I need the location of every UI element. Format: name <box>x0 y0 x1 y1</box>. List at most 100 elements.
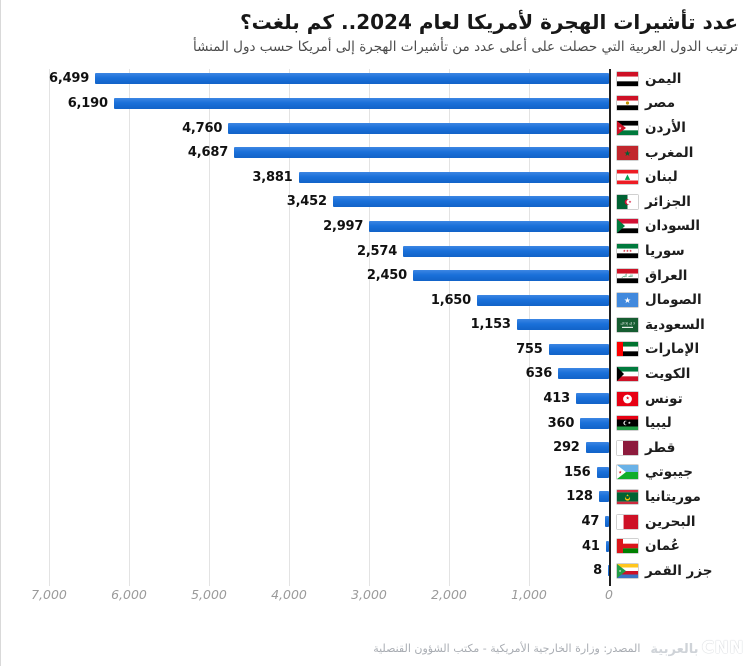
bar-cell: 8 <box>49 563 609 578</box>
country-cell: قطر <box>609 440 750 456</box>
country-cell: ▲ لبنان <box>609 169 750 185</box>
value-label: 47 <box>581 514 600 530</box>
country-label: البحرين <box>645 513 696 530</box>
country-label: ليبيا <box>645 415 672 432</box>
value-label: 4,760 <box>182 120 223 136</box>
svg-text:★: ★ <box>619 569 622 573</box>
chart-row: 3,881 ▲ لبنان <box>49 165 750 190</box>
chart-row: 6,190 مصر <box>49 91 750 116</box>
svg-text:▲: ▲ <box>625 173 631 181</box>
country-label: السعودية <box>645 316 705 333</box>
country-label: الصومال <box>645 292 702 309</box>
chart-row: 4,760 ★ الأردن <box>49 116 750 141</box>
country-cell: لا إله إلا الله السعودية <box>609 317 750 333</box>
bar-cell: 128 <box>49 489 609 504</box>
chart-row: 1,650 ★ الصومال <box>49 288 750 313</box>
value-label: 128 <box>566 489 593 505</box>
chart-row: 1,153 لا إله إلا الله السعودية <box>49 312 750 337</box>
grid-line <box>369 68 370 586</box>
page-subtitle: ترتيب الدول العربية التي حصلت على أعلى ع… <box>192 39 738 55</box>
country-label: سوريا <box>645 243 685 259</box>
bar <box>605 516 609 528</box>
svg-text:★★★: ★★★ <box>623 249 632 253</box>
bar <box>298 171 609 183</box>
svg-text:★: ★ <box>624 149 631 158</box>
bar <box>605 540 609 552</box>
bar <box>413 270 609 282</box>
x-tick-label: 5,000 <box>191 587 227 603</box>
chart-row: 6,499 اليمن <box>49 67 750 92</box>
svg-text:★: ★ <box>628 200 631 204</box>
kuwait-flag-icon <box>617 366 638 381</box>
grid-line <box>449 68 450 586</box>
country-label: اليمن <box>645 70 682 87</box>
bar <box>608 565 609 577</box>
country-label: الإمارات <box>645 341 700 358</box>
country-label: العراق <box>645 267 688 284</box>
bar <box>516 319 609 331</box>
country-cell: الله أكبر العراق <box>609 268 750 284</box>
value-label: 755 <box>516 341 543 357</box>
value-label: 156 <box>563 464 591 480</box>
saudi-arabia-flag-icon: لا إله إلا الله <box>617 317 638 332</box>
egypt-flag-icon <box>617 96 638 111</box>
country-label: جيبوتي <box>645 464 693 481</box>
chart-row: 4,687 ★ المغرب <box>49 140 750 165</box>
iraq-flag-icon: الله أكبر <box>617 268 638 283</box>
svg-text:لا إله إلا الله: لا إله إلا الله <box>620 321 635 326</box>
value-label: 8 <box>593 563 602 579</box>
bar <box>234 147 609 159</box>
tunisia-flag-icon: ★ <box>617 391 638 406</box>
footer: CNN بالعربية المصدر: وزارة الخارجية الأم… <box>1 638 750 658</box>
mauritania-flag-icon: ★ <box>617 489 638 504</box>
value-label: 1,153 <box>470 317 511 333</box>
bar <box>596 466 609 478</box>
chart-row: 413 ★ تونس <box>49 386 750 411</box>
country-label: السودان <box>645 218 700 235</box>
country-label: الكويت <box>645 365 691 382</box>
source-text: المصدر: وزارة الخارجية الأمريكية - مكتب … <box>373 641 641 655</box>
djibouti-flag-icon: ★ <box>617 465 638 480</box>
country-label: عُمان <box>645 538 680 555</box>
cnn-arabic-logo: CNN بالعربية <box>650 638 744 658</box>
value-label: 1,650 <box>430 292 471 308</box>
bar-cell: 3,452 <box>49 194 609 209</box>
country-cell: ★ الأردن <box>609 120 750 136</box>
sudan-flag-icon <box>617 219 638 234</box>
country-cell: السودان <box>609 218 750 234</box>
x-axis-ticks: 7,000 6,000 5,000 4,000 3,000 2,000 1,000 0 <box>1 587 750 609</box>
country-cell: الإمارات <box>609 341 750 357</box>
bar <box>558 368 609 380</box>
bar-cell: 755 <box>49 342 609 357</box>
grid-line <box>49 68 50 586</box>
x-tick-label: 2,000 <box>431 587 467 603</box>
x-tick-label: 4,000 <box>271 587 307 603</box>
value-label: 360 <box>547 415 575 431</box>
uae-flag-icon <box>617 342 638 357</box>
page-title: عدد تأشيرات الهجرة لأمريكا لعام 2024.. ك… <box>240 10 738 34</box>
country-label: الأردن <box>645 120 686 137</box>
syria-flag-icon: ★★★ <box>617 244 638 258</box>
lebanon-flag-icon: ▲ <box>617 170 638 185</box>
bar <box>332 196 609 208</box>
bar-cell: 6,499 <box>49 71 609 86</box>
value-label: 6,190 <box>67 95 108 111</box>
country-label: موريتانيا <box>645 488 701 505</box>
chart-row: 47 البحرين <box>49 509 750 534</box>
somalia-flag-icon: ★ <box>617 293 638 308</box>
svg-text:الله أكبر: الله أكبر <box>621 273 634 278</box>
bar <box>575 393 609 405</box>
chart-row: 2,450 الله أكبر العراق <box>49 263 750 288</box>
country-cell: الكويت <box>609 366 750 382</box>
chart-rows: 6,499 اليمن 6,190 مصر 4,760 ★ الأردن 4,687 ★ المغ… <box>1 67 750 583</box>
bar-cell: 47 <box>49 514 609 529</box>
country-cell: ★ الصومال <box>609 292 750 308</box>
bar-cell: 1,153 <box>49 317 609 332</box>
svg-text:★: ★ <box>618 470 622 475</box>
x-tick-label: 7,000 <box>31 587 67 603</box>
bar-cell: 3,881 <box>49 170 609 185</box>
value-label: 292 <box>553 440 580 456</box>
chart-row: 3,452 ★ الجزائر <box>49 190 750 215</box>
country-cell: اليمن <box>609 71 750 87</box>
